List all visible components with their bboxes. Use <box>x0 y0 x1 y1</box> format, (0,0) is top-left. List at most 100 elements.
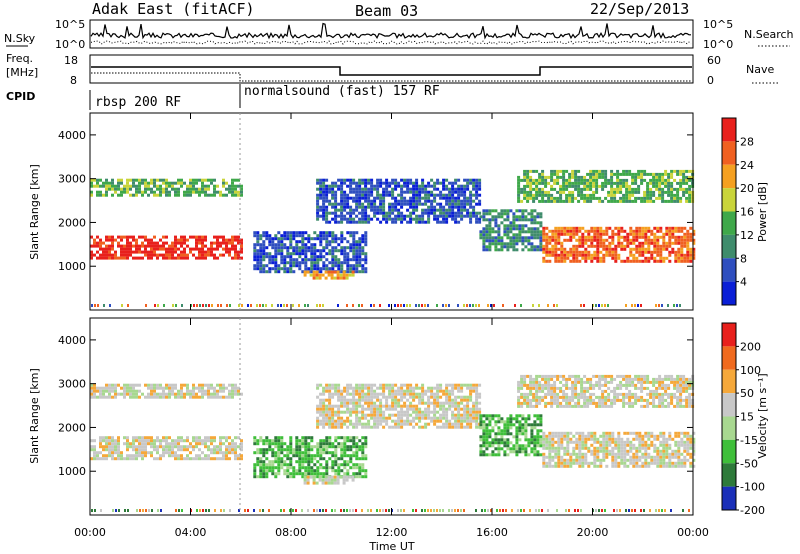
data-cell <box>607 193 611 197</box>
data-cell <box>581 461 585 465</box>
data-cell <box>439 196 443 200</box>
data-cell <box>315 270 319 274</box>
data-cell <box>343 448 347 452</box>
data-cell <box>328 243 332 247</box>
data-cell <box>578 434 582 438</box>
data-cell <box>358 258 362 262</box>
data-cell <box>631 181 635 185</box>
data-cell <box>571 175 575 179</box>
data-cell <box>527 453 531 457</box>
data-cell <box>126 442 129 446</box>
data-cell <box>316 249 320 253</box>
data-cell <box>667 181 671 185</box>
data-cell <box>545 437 549 441</box>
data-cell <box>355 243 359 247</box>
data-cell <box>319 463 323 467</box>
data-cell <box>436 398 440 402</box>
data-cell <box>596 259 600 263</box>
data-cell <box>355 386 359 390</box>
data-cell <box>352 422 356 426</box>
data-cell <box>141 181 144 185</box>
data-cell <box>469 395 473 399</box>
data-cell <box>551 455 555 459</box>
noise-cell <box>322 304 324 307</box>
data-cell <box>620 449 624 453</box>
data-cell <box>129 386 132 390</box>
data-cell <box>180 448 183 452</box>
data-cell <box>367 199 371 203</box>
data-cell <box>500 245 504 249</box>
data-cell <box>228 383 231 387</box>
data-cell <box>177 178 180 182</box>
data-cell <box>683 244 687 248</box>
data-cell <box>349 217 353 221</box>
data-cell <box>310 264 314 268</box>
data-cell <box>599 238 603 242</box>
data-cell <box>647 452 651 456</box>
data-cell <box>503 212 507 216</box>
data-cell <box>192 383 195 387</box>
data-cell <box>593 446 597 450</box>
data-cell <box>385 181 389 185</box>
data-cell <box>322 425 326 429</box>
data-cell <box>593 440 597 444</box>
data-cell <box>304 454 308 458</box>
data-cell <box>337 404 341 408</box>
data-cell <box>289 436 293 440</box>
data-cell <box>403 422 407 426</box>
data-cell <box>433 205 437 209</box>
data-cell <box>394 205 398 209</box>
data-cell <box>334 436 338 440</box>
data-cell <box>629 241 633 245</box>
data-cell <box>177 253 180 257</box>
data-cell <box>478 410 482 414</box>
data-cell <box>352 389 356 393</box>
data-cell <box>316 416 320 420</box>
data-cell <box>349 234 353 238</box>
data-cell <box>506 218 510 222</box>
data-cell <box>153 386 156 390</box>
data-cell <box>304 264 308 268</box>
data-cell <box>667 199 671 203</box>
data-cell <box>629 449 633 453</box>
data-cell <box>539 441 543 445</box>
data-cell <box>331 463 335 467</box>
data-cell <box>352 208 356 212</box>
data-cell <box>646 184 650 188</box>
data-cell <box>259 234 263 238</box>
data-cell <box>500 239 504 243</box>
data-cell <box>617 226 621 230</box>
data-cell <box>150 436 153 440</box>
data-cell <box>325 205 329 209</box>
data-cell <box>623 452 627 456</box>
data-cell <box>664 178 668 182</box>
data-cell <box>454 181 458 185</box>
data-cell <box>391 196 395 200</box>
data-cell <box>331 249 335 253</box>
data-cell <box>301 261 305 265</box>
data-cell <box>541 199 545 203</box>
data-cell <box>563 431 567 435</box>
data-cell <box>685 175 689 179</box>
data-cell <box>138 235 141 239</box>
data-cell <box>334 217 338 221</box>
data-cell <box>394 220 398 224</box>
data-cell <box>445 389 449 393</box>
data-cell <box>530 236 534 240</box>
data-cell <box>340 392 344 396</box>
data-cell <box>135 457 138 461</box>
data-cell <box>451 416 455 420</box>
data-cell <box>334 383 338 387</box>
data-cell <box>198 250 201 254</box>
cpid-segment-1: rbsp 200 RF <box>95 95 181 110</box>
data-cell <box>670 199 674 203</box>
data-cell <box>373 208 377 212</box>
data-cell <box>662 235 666 239</box>
data-cell <box>370 205 374 209</box>
data-cell <box>316 264 320 268</box>
data-cell <box>237 253 240 257</box>
data-cell <box>370 208 374 212</box>
data-cell <box>460 383 464 387</box>
data-cell <box>436 389 440 393</box>
data-cell <box>328 457 332 461</box>
